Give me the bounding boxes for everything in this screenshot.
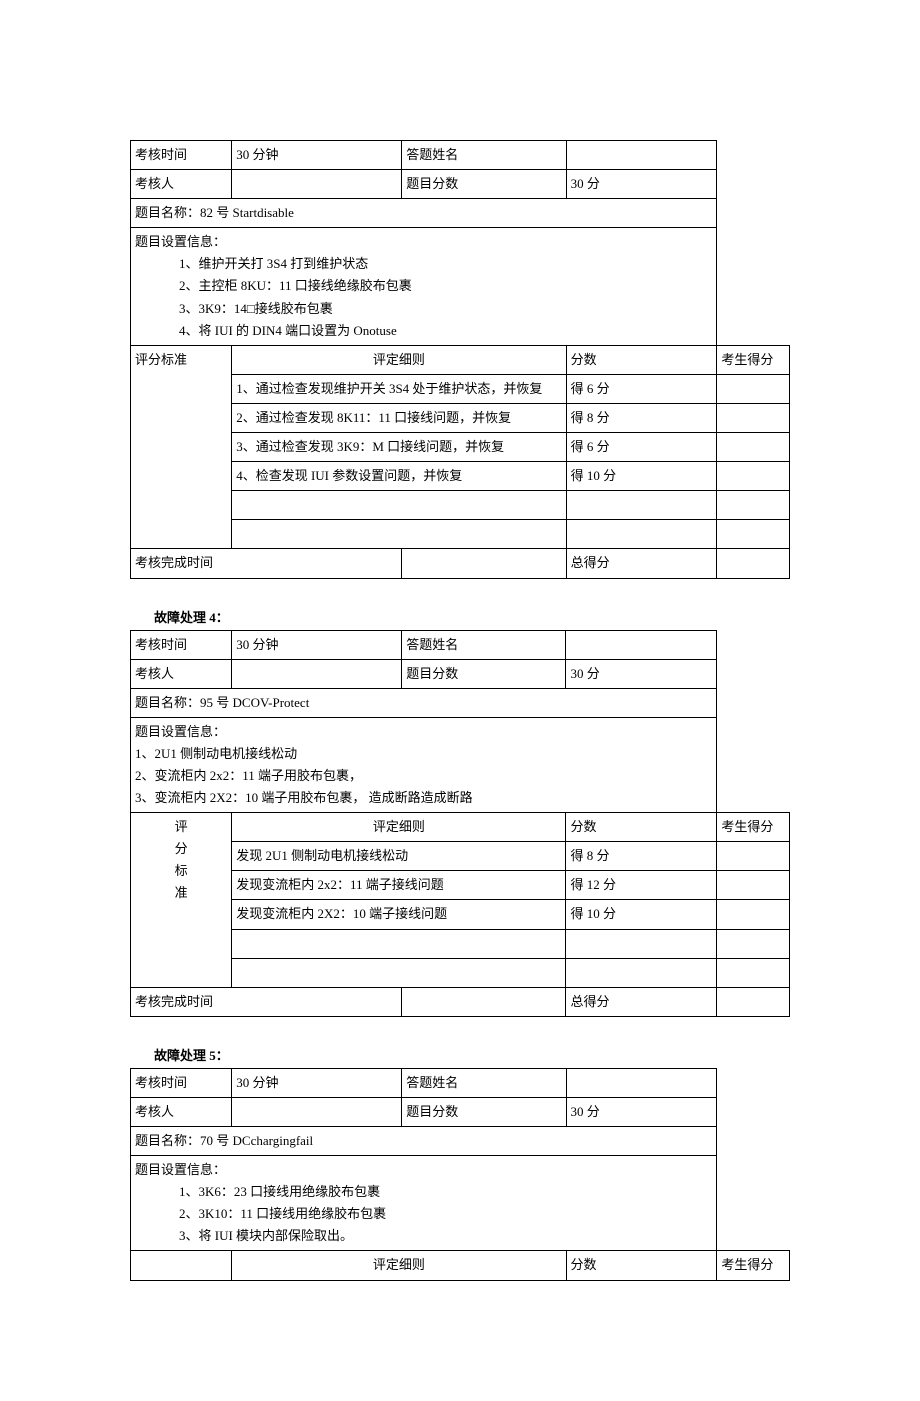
info-item: 2、3K10：11 口接线用绝缘胶布包裹 [179,1203,712,1225]
student-score-header: 考生得分 [717,813,790,842]
criteria-header: 评定细则 [232,1251,566,1280]
criteria-score: 得 8 分 [566,403,717,432]
exam-time-label: 考核时间 [131,141,232,170]
scoring-standard-label [131,1251,232,1280]
question-score-label: 题目分数 [402,659,566,688]
criteria-row: 发现变流柜内 2x2：11 端子接线问题 [232,871,566,900]
examiner-label: 考核人 [131,170,232,199]
info-item: 1、维护开关打 3S4 打到维护状态 [179,253,712,275]
criteria-header: 评定细则 [232,345,566,374]
answer-name-value [566,630,717,659]
examiner-value [232,1097,402,1126]
complete-time-label: 考核完成时间 [131,987,402,1016]
criteria-header: 评定细则 [232,813,566,842]
question-title: 题目名称：95 号 DCOV-Protect [131,688,717,717]
criteria-student-score-empty [717,929,790,958]
criteria-student-score [717,374,790,403]
info-item: 4、将 IUI 的 DIN4 端口设置为 Onotuse [179,320,712,342]
criteria-row: 2、通过检查发现 8K11：11 口接线问题，并恢复 [232,403,566,432]
answer-name-value [566,141,717,170]
total-score-label: 总得分 [566,987,717,1016]
examiner-value [232,170,402,199]
question-score-value: 30 分 [566,659,717,688]
answer-name-label: 答题姓名 [402,1068,566,1097]
exam-block-3: 考核时间 30 分钟 答题姓名 考核人 题目分数 30 分 题目名称：70 号 … [130,1068,790,1281]
question-info: 题目设置信息： 1、维护开关打 3S4 打到维护状态 2、主控柜 8KU：11 … [131,228,717,345]
criteria-score: 得 8 分 [566,842,717,871]
question-title: 题目名称：70 号 DCchargingfail [131,1127,717,1156]
question-info: 题目设置信息： 1、2U1 侧制动电机接线松动 2、变流柜内 2x2：11 端子… [131,717,717,812]
complete-time-label: 考核完成时间 [131,549,402,578]
criteria-row-empty [232,929,566,958]
criteria-row-empty [232,958,566,987]
question-info: 题目设置信息： 1、3K6：23 口接线用绝缘胶布包裹 2、3K10：11 口接… [131,1156,717,1251]
criteria-student-score-empty [717,958,790,987]
complete-time-value [402,549,566,578]
criteria-student-score [717,842,790,871]
score-col-header: 分数 [566,1251,717,1280]
exam-time-value: 30 分钟 [232,141,402,170]
criteria-row-empty [232,520,566,549]
criteria-row: 3、通过检查发现 3K9：M 口接线问题，并恢复 [232,433,566,462]
info-item: 2、主控柜 8KU：11 口接线绝缘胶布包裹 [179,275,712,297]
criteria-score: 得 12 分 [566,871,717,900]
scoring-standard-label: 评分标准 [131,813,232,988]
info-item: 2、变流柜内 2x2：11 端子用胶布包裹， [135,765,712,787]
criteria-score: 得 6 分 [566,433,717,462]
criteria-student-score-empty [717,520,790,549]
examiner-value [232,659,402,688]
exam-block-2: 考核时间 30 分钟 答题姓名 考核人 题目分数 30 分 题目名称：95 号 … [130,630,790,1017]
examiner-label: 考核人 [131,1097,232,1126]
examiner-label: 考核人 [131,659,232,688]
criteria-score-empty [566,491,717,520]
criteria-student-score [717,871,790,900]
answer-name-value [566,1068,717,1097]
info-item: 3、将 IUI 模块内部保险取出。 [179,1225,712,1247]
criteria-student-score [717,462,790,491]
complete-time-value [402,987,566,1016]
criteria-score: 得 10 分 [566,900,717,929]
question-score-label: 题目分数 [402,170,566,199]
question-score-value: 30 分 [566,170,717,199]
criteria-row: 发现变流柜内 2X2：10 端子接线问题 [232,900,566,929]
exam-block-1: 考核时间 30 分钟 答题姓名 考核人 题目分数 30 分 题目名称：82 号 … [130,140,790,579]
score-col-header: 分数 [566,345,717,374]
question-score-value: 30 分 [566,1097,717,1126]
criteria-score-empty [566,958,717,987]
answer-name-label: 答题姓名 [402,141,566,170]
criteria-score: 得 6 分 [566,374,717,403]
exam-time-label: 考核时间 [131,1068,232,1097]
criteria-score-empty [566,929,717,958]
question-title: 题目名称：82 号 Startdisable [131,199,717,228]
exam-time-value: 30 分钟 [232,630,402,659]
scoring-standard-label: 评分标准 [131,345,232,549]
answer-name-label: 答题姓名 [402,630,566,659]
criteria-row: 发现 2U1 侧制动电机接线松动 [232,842,566,871]
criteria-student-score-empty [717,491,790,520]
criteria-student-score [717,900,790,929]
info-item: 3、3K9：14□接线胶布包裹 [179,298,712,320]
criteria-row: 1、通过检查发现维护开关 3S4 处于维护状态，并恢复 [232,374,566,403]
total-score-label: 总得分 [566,549,717,578]
info-item: 1、2U1 侧制动电机接线松动 [135,743,712,765]
info-item: 1、3K6：23 口接线用绝缘胶布包裹 [179,1181,712,1203]
total-score-value [717,549,790,578]
exam-time-value: 30 分钟 [232,1068,402,1097]
criteria-score: 得 10 分 [566,462,717,491]
score-col-header: 分数 [566,813,717,842]
section-title-4: 故障处理 4： [154,607,790,626]
student-score-header: 考生得分 [717,345,790,374]
criteria-student-score [717,433,790,462]
question-score-label: 题目分数 [402,1097,566,1126]
criteria-row: 4、检查发现 IUI 参数设置问题，并恢复 [232,462,566,491]
info-item: 3、变流柜内 2X2：10 端子用胶布包裹， 造成断路造成断路 [135,787,712,809]
criteria-student-score [717,403,790,432]
criteria-row-empty [232,491,566,520]
criteria-score-empty [566,520,717,549]
student-score-header: 考生得分 [717,1251,790,1280]
section-title-5: 故障处理 5： [154,1045,790,1064]
total-score-value [717,987,790,1016]
exam-time-label: 考核时间 [131,630,232,659]
